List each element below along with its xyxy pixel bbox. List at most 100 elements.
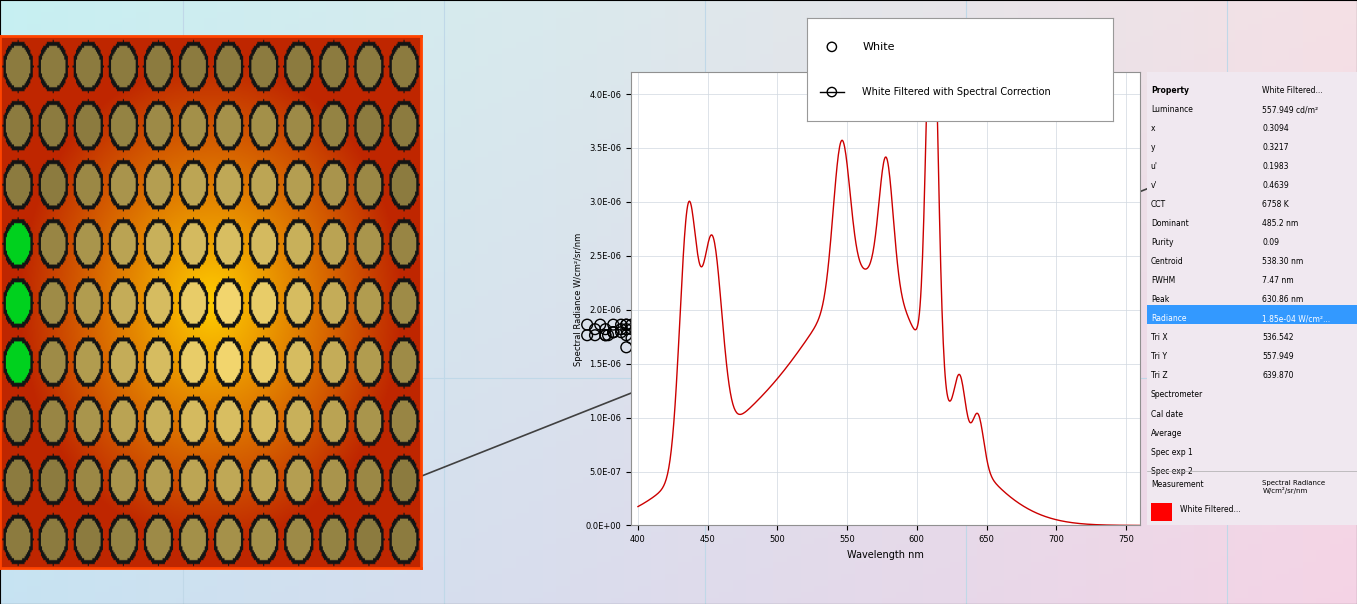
Point — [733, 345, 754, 355]
Text: FWHM: FWHM — [1151, 277, 1175, 285]
Text: 7.47 nm: 7.47 nm — [1262, 277, 1295, 285]
Point — [642, 330, 664, 340]
Point — [707, 339, 729, 349]
Text: Luminance: Luminance — [1151, 105, 1193, 114]
Point — [803, 345, 825, 355]
Text: Tri X: Tri X — [1151, 333, 1167, 342]
Text: 0.09: 0.09 — [1262, 239, 1280, 247]
Point — [603, 327, 624, 337]
Point — [628, 333, 650, 343]
Point — [792, 339, 814, 349]
Point — [584, 330, 605, 340]
Point — [829, 345, 851, 355]
Text: Centroid: Centroid — [1151, 257, 1183, 266]
Point — [668, 330, 689, 340]
Text: Property: Property — [1151, 86, 1189, 95]
Point — [603, 327, 624, 337]
Point — [654, 333, 676, 343]
Point — [746, 342, 768, 352]
Point — [715, 345, 737, 355]
Text: 538.30 nm: 538.30 nm — [1262, 257, 1304, 266]
Point — [715, 339, 737, 349]
Point — [654, 333, 676, 343]
Point — [786, 350, 807, 359]
Point — [741, 342, 763, 352]
Point — [798, 342, 820, 352]
Point — [642, 333, 664, 343]
Text: Spec exp 2: Spec exp 2 — [1151, 467, 1193, 475]
Text: White Filtered...: White Filtered... — [1181, 505, 1240, 514]
Point — [681, 327, 703, 337]
Point — [654, 335, 676, 344]
Text: Measurement: Measurement — [1151, 480, 1204, 489]
Point — [725, 339, 746, 349]
Point — [746, 345, 768, 355]
Point — [772, 342, 794, 352]
Point — [642, 333, 664, 343]
Point — [594, 330, 616, 340]
Point — [628, 330, 650, 340]
FancyBboxPatch shape — [1147, 306, 1357, 324]
Point — [824, 342, 845, 352]
Text: 536.542: 536.542 — [1262, 333, 1293, 342]
Point — [668, 324, 689, 334]
Point — [620, 320, 642, 329]
Point — [611, 324, 632, 334]
Text: Radiance: Radiance — [1151, 314, 1186, 323]
Point — [759, 342, 780, 352]
Text: 630.86 nm: 630.86 nm — [1262, 295, 1304, 304]
Point — [837, 345, 859, 355]
Point — [798, 339, 820, 349]
Point — [746, 342, 768, 352]
Point — [668, 327, 689, 337]
Text: 0.3094: 0.3094 — [1262, 124, 1289, 133]
Text: 6758 K: 6758 K — [1262, 201, 1289, 209]
Point — [642, 335, 664, 344]
Point — [616, 330, 638, 340]
Text: v': v' — [1151, 181, 1158, 190]
Point — [746, 345, 768, 355]
Point — [577, 320, 598, 329]
Point — [594, 324, 616, 334]
Point — [820, 339, 841, 349]
Point — [741, 339, 763, 349]
Text: Tri Z: Tri Z — [1151, 371, 1167, 381]
Text: Average: Average — [1151, 429, 1182, 437]
Text: White Filtered...: White Filtered... — [1262, 86, 1323, 95]
Point — [589, 320, 611, 329]
Text: 639.870: 639.870 — [1262, 371, 1293, 381]
Point — [642, 327, 664, 337]
Text: 0.1983: 0.1983 — [1262, 162, 1289, 171]
Point — [628, 324, 650, 334]
Point — [725, 345, 746, 355]
Text: Peak: Peak — [1151, 295, 1170, 304]
Point — [597, 330, 619, 340]
Y-axis label: Spectral Radiance W/cm²/sr/nm: Spectral Radiance W/cm²/sr/nm — [574, 233, 582, 365]
Point — [628, 330, 650, 340]
Text: Tri Y: Tri Y — [1151, 353, 1167, 361]
Point — [715, 345, 737, 355]
FancyBboxPatch shape — [1151, 503, 1172, 521]
Point — [1295, 176, 1316, 186]
Point — [821, 42, 843, 52]
Text: Cal date: Cal date — [1151, 410, 1183, 419]
Text: White Filtered with Spectral Correction: White Filtered with Spectral Correction — [863, 87, 1052, 97]
Point — [719, 345, 741, 355]
Point — [733, 342, 754, 352]
Point — [741, 345, 763, 355]
Text: E: E — [1315, 156, 1322, 166]
Point — [681, 350, 703, 359]
Point — [603, 320, 624, 329]
Text: CCT: CCT — [1151, 201, 1166, 209]
Text: 0.3217: 0.3217 — [1262, 143, 1289, 152]
Point — [811, 345, 833, 355]
Point — [767, 345, 788, 355]
Point — [767, 342, 788, 352]
Point — [628, 335, 650, 344]
Point — [642, 335, 664, 344]
Point — [752, 345, 773, 355]
Text: u': u' — [1151, 162, 1158, 171]
Point — [778, 342, 799, 352]
Point — [792, 345, 814, 355]
Point — [616, 324, 638, 334]
